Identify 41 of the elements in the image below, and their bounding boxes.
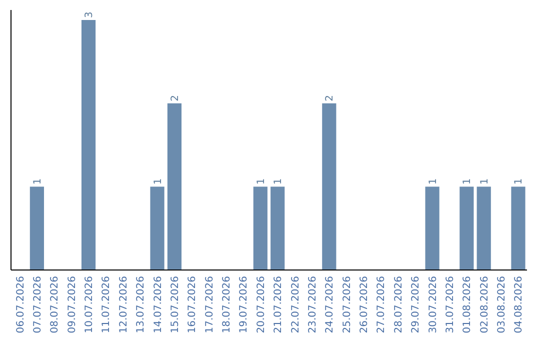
x-tick-label: 25.07.2026 (342, 276, 353, 334)
x-tick-label: 22.07.2026 (290, 276, 302, 334)
data-label: 1 (428, 178, 439, 185)
x-tick-label: 12.07.2026 (118, 276, 130, 334)
x-tick-label: 27.07.2026 (376, 276, 388, 334)
x-tick-label: 30.07.2026 (428, 276, 439, 334)
x-tick-label: 04.08.2026 (514, 276, 525, 334)
x-tick-label: 18.07.2026 (222, 276, 233, 334)
data-label: 1 (152, 178, 164, 185)
x-tick-label: 17.07.2026 (204, 276, 216, 334)
x-tick-label: 03.08.2026 (496, 276, 508, 334)
data-label: 1 (32, 178, 44, 185)
x-tick-label: 29.07.2026 (410, 276, 422, 334)
x-tick-label: 19.07.2026 (238, 276, 250, 334)
x-tick-label: 08.07.2026 (50, 276, 61, 334)
x-tick-label: 14.07.2026 (152, 276, 164, 334)
x-tick-label: 31.07.2026 (444, 276, 456, 334)
x-tick-label: 15.07.2026 (170, 276, 181, 334)
x-tick-label: 21.07.2026 (273, 276, 284, 334)
x-tick-label: 23.07.2026 (307, 276, 318, 334)
data-label: 2 (324, 94, 336, 102)
x-tick-label: 26.07.2026 (359, 276, 370, 334)
x-tick-label: 01.08.2026 (462, 276, 474, 334)
x-tick-label: 28.07.2026 (393, 276, 404, 334)
data-label: 2 (170, 94, 181, 102)
x-tick-label: 06.07.2026 (15, 276, 26, 334)
x-tick-label: 09.07.2026 (66, 276, 78, 334)
data-label: 1 (462, 178, 474, 185)
x-tick-label: 20.07.2026 (256, 276, 267, 334)
x-tick-label: 11.07.2026 (101, 276, 112, 334)
x-tick-label: 10.07.2026 (84, 276, 96, 334)
x-tick-label: 07.07.2026 (32, 276, 44, 334)
x-tick-label: 02.08.2026 (479, 276, 490, 334)
data-label: 1 (479, 178, 490, 185)
data-label: 1 (256, 178, 267, 185)
data-label: 1 (514, 178, 525, 185)
data-label: 1 (273, 178, 284, 185)
data-label: 3 (84, 12, 96, 18)
x-tick-label: 16.07.2026 (187, 276, 198, 334)
x-tick-label: 24.07.2026 (324, 276, 336, 334)
x-tick-label: 13.07.2026 (136, 276, 147, 334)
